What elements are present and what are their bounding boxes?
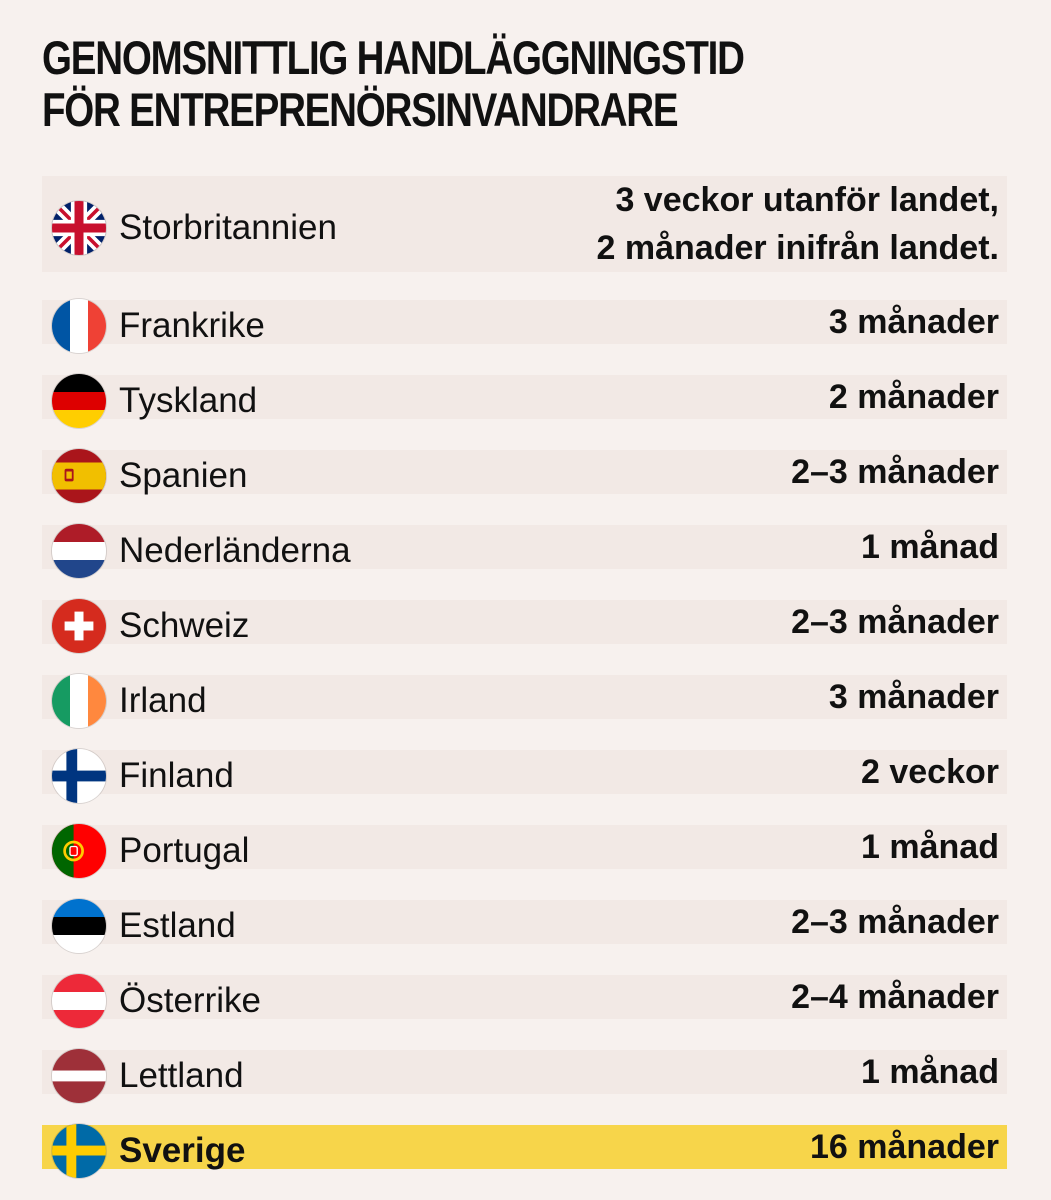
processing-time-line: 1 månad bbox=[861, 1053, 999, 1091]
row-country-cell: Sverige bbox=[52, 1120, 246, 1178]
switzerland-flag-icon bbox=[52, 599, 106, 653]
row-country-cell: Tyskland bbox=[52, 370, 258, 428]
country-name: Österrike bbox=[119, 981, 261, 1020]
processing-time-value: 2 månader bbox=[829, 372, 999, 422]
table-row: Schweiz 2–3 månader bbox=[42, 597, 1007, 653]
table-row: Irland 3 månader bbox=[42, 672, 1007, 728]
row-country-cell: Schweiz bbox=[52, 595, 250, 653]
processing-time-line: 1 månad bbox=[861, 828, 999, 866]
processing-time-value: 1 månad bbox=[861, 1047, 999, 1097]
row-country-cell: Nederländerna bbox=[52, 520, 351, 578]
country-name: Spanien bbox=[119, 456, 248, 495]
netherlands-flag-icon bbox=[52, 524, 106, 578]
table-row-highlighted: Sverige 16 månader bbox=[42, 1122, 1007, 1178]
country-name: Finland bbox=[119, 756, 234, 795]
row-country-cell: Storbritannien bbox=[52, 197, 337, 255]
processing-time-value: 2 veckor bbox=[861, 747, 999, 797]
processing-time-line: 2–3 månader bbox=[791, 603, 999, 641]
row-country-cell: Spanien bbox=[52, 445, 248, 503]
processing-time-value: 3 månader bbox=[829, 672, 999, 722]
country-name: Tyskland bbox=[119, 381, 258, 420]
spain-flag-icon bbox=[52, 449, 106, 503]
row-country-cell: Lettland bbox=[52, 1045, 244, 1103]
table-row: Estland 2–3 månader bbox=[42, 897, 1007, 953]
uk-flag-icon bbox=[52, 201, 106, 255]
table-row: Finland 2 veckor bbox=[42, 747, 1007, 803]
row-country-cell: Irland bbox=[52, 670, 207, 728]
processing-time-value: 2–4 månader bbox=[791, 972, 999, 1022]
processing-time-line: 2 månader inifrån landet. bbox=[596, 229, 999, 267]
chart-title: GENOMSNITTLIG HANDLÄGGNINGSTID FÖR ENTRE… bbox=[42, 32, 829, 136]
portugal-flag-icon bbox=[52, 824, 106, 878]
processing-time-line: 3 veckor utanför landet, bbox=[615, 181, 999, 219]
table-row: Frankrike 3 månader bbox=[42, 297, 1007, 353]
processing-time-value: 1 månad bbox=[861, 522, 999, 572]
latvia-flag-icon bbox=[52, 1049, 106, 1103]
table-row: Storbritannien 3 veckor utanför landet, 2 … bbox=[42, 176, 1007, 272]
processing-time-value: 2–3 månader bbox=[791, 447, 999, 497]
processing-time-line: 2–3 månader bbox=[791, 453, 999, 491]
processing-time-line: 2 månader bbox=[828, 378, 999, 416]
processing-time-line: 1 månad bbox=[861, 528, 999, 566]
row-country-cell: Frankrike bbox=[52, 295, 265, 353]
country-name: Irland bbox=[119, 681, 207, 720]
finland-flag-icon bbox=[52, 749, 106, 803]
processing-time-value: 3 veckor utanför landet, 2 månader inifrå… bbox=[597, 176, 999, 272]
country-name: Estland bbox=[119, 906, 236, 945]
table-row: Nederländerna 1 månad bbox=[42, 522, 1007, 578]
row-country-cell: Österrike bbox=[52, 970, 261, 1028]
title-line-1: GENOMSNITTLIG HANDLÄGGNINGSTID bbox=[42, 31, 745, 84]
processing-time-line: 2 veckor bbox=[861, 753, 999, 791]
processing-time-value: 2–3 månader bbox=[791, 597, 999, 647]
country-name: Sverige bbox=[119, 1131, 246, 1170]
country-name: Nederländerna bbox=[119, 531, 351, 570]
row-country-cell: Finland bbox=[52, 745, 234, 803]
table-row: Spanien 2–3 månader bbox=[42, 447, 1007, 503]
row-country-cell: Portugal bbox=[52, 820, 250, 878]
estonia-flag-icon bbox=[52, 899, 106, 953]
row-country-cell: Estland bbox=[52, 895, 236, 953]
processing-time-line: 2–3 månader bbox=[791, 903, 999, 941]
processing-time-value: 1 månad bbox=[861, 822, 999, 872]
sweden-flag-icon bbox=[52, 1124, 106, 1178]
ireland-flag-icon bbox=[52, 674, 106, 728]
table-row: Österrike 2–4 månader bbox=[42, 972, 1007, 1028]
country-name: Portugal bbox=[119, 831, 250, 870]
austria-flag-icon bbox=[52, 974, 106, 1028]
processing-time-value: 3 månader bbox=[829, 297, 999, 347]
country-table: Storbritannien 3 veckor utanför landet, 2 … bbox=[42, 176, 1007, 1178]
table-row: Portugal 1 månad bbox=[42, 822, 1007, 878]
germany-flag-icon bbox=[52, 374, 106, 428]
processing-time-line: 3 månader bbox=[828, 678, 999, 716]
processing-time-line: 3 månader bbox=[828, 303, 999, 341]
country-name: Frankrike bbox=[119, 306, 265, 345]
country-name: Storbritannien bbox=[119, 208, 337, 247]
processing-time-line: 2–4 månader bbox=[791, 978, 999, 1016]
table-row: Lettland 1 månad bbox=[42, 1047, 1007, 1103]
table-row: Tyskland 2 månader bbox=[42, 372, 1007, 428]
country-name: Schweiz bbox=[119, 606, 250, 645]
country-name: Lettland bbox=[119, 1056, 244, 1095]
processing-time-value: 2–3 månader bbox=[791, 897, 999, 947]
processing-time-value: 16 månader bbox=[810, 1122, 999, 1172]
title-line-2: FÖR ENTREPRENÖRSINVANDRARE bbox=[42, 83, 679, 136]
france-flag-icon bbox=[52, 299, 106, 353]
processing-time-line: 16 månader bbox=[810, 1128, 999, 1166]
